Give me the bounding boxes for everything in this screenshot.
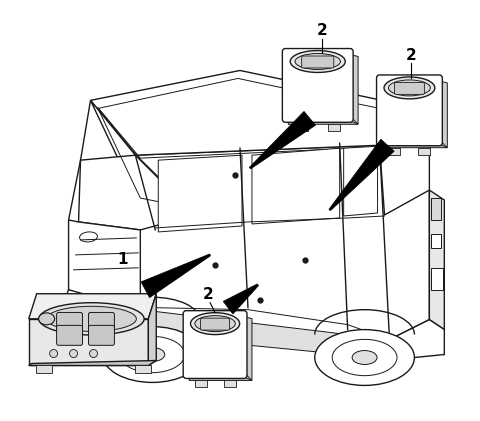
Ellipse shape bbox=[315, 330, 414, 385]
FancyBboxPatch shape bbox=[195, 381, 206, 387]
FancyBboxPatch shape bbox=[432, 234, 441, 248]
Polygon shape bbox=[29, 319, 148, 365]
Polygon shape bbox=[62, 290, 140, 330]
Text: 1: 1 bbox=[117, 252, 128, 267]
Ellipse shape bbox=[70, 349, 78, 357]
Polygon shape bbox=[223, 284, 259, 314]
Ellipse shape bbox=[49, 349, 58, 357]
FancyBboxPatch shape bbox=[301, 56, 334, 68]
FancyBboxPatch shape bbox=[201, 318, 229, 330]
Ellipse shape bbox=[39, 303, 144, 335]
Polygon shape bbox=[29, 294, 156, 319]
Polygon shape bbox=[69, 100, 135, 310]
Text: 2: 2 bbox=[316, 23, 327, 38]
Polygon shape bbox=[350, 54, 358, 124]
Text: 2: 2 bbox=[203, 287, 214, 302]
FancyBboxPatch shape bbox=[88, 312, 114, 333]
Ellipse shape bbox=[295, 53, 340, 69]
Ellipse shape bbox=[191, 313, 240, 335]
Ellipse shape bbox=[140, 348, 165, 362]
FancyBboxPatch shape bbox=[88, 325, 114, 345]
Polygon shape bbox=[252, 148, 340, 224]
FancyBboxPatch shape bbox=[432, 268, 444, 290]
Ellipse shape bbox=[39, 313, 55, 325]
Polygon shape bbox=[244, 317, 252, 381]
Polygon shape bbox=[189, 376, 252, 381]
Ellipse shape bbox=[195, 316, 235, 332]
Ellipse shape bbox=[102, 327, 202, 382]
FancyBboxPatch shape bbox=[419, 148, 431, 155]
Polygon shape bbox=[383, 143, 447, 148]
Polygon shape bbox=[141, 254, 211, 298]
Ellipse shape bbox=[352, 351, 377, 365]
FancyBboxPatch shape bbox=[296, 124, 308, 131]
Polygon shape bbox=[140, 310, 395, 360]
Polygon shape bbox=[439, 81, 447, 148]
FancyBboxPatch shape bbox=[224, 381, 236, 387]
Polygon shape bbox=[91, 100, 195, 215]
FancyBboxPatch shape bbox=[376, 75, 443, 146]
FancyBboxPatch shape bbox=[135, 365, 151, 373]
FancyBboxPatch shape bbox=[388, 148, 400, 155]
Polygon shape bbox=[158, 155, 242, 232]
Polygon shape bbox=[344, 146, 378, 216]
Polygon shape bbox=[91, 70, 430, 155]
Polygon shape bbox=[288, 119, 358, 124]
FancyBboxPatch shape bbox=[282, 48, 353, 122]
FancyBboxPatch shape bbox=[395, 83, 424, 94]
Polygon shape bbox=[148, 294, 156, 365]
Ellipse shape bbox=[384, 77, 435, 99]
Ellipse shape bbox=[47, 306, 136, 331]
Text: 2: 2 bbox=[406, 48, 417, 63]
Polygon shape bbox=[69, 220, 140, 310]
Polygon shape bbox=[249, 112, 315, 169]
Ellipse shape bbox=[89, 349, 97, 357]
FancyBboxPatch shape bbox=[432, 198, 441, 220]
FancyBboxPatch shape bbox=[57, 312, 83, 333]
FancyBboxPatch shape bbox=[57, 325, 83, 345]
Polygon shape bbox=[29, 360, 156, 365]
Polygon shape bbox=[380, 110, 430, 215]
FancyBboxPatch shape bbox=[36, 365, 52, 373]
Polygon shape bbox=[430, 190, 444, 330]
FancyBboxPatch shape bbox=[328, 124, 340, 131]
Ellipse shape bbox=[388, 80, 431, 96]
Ellipse shape bbox=[290, 51, 345, 72]
Polygon shape bbox=[329, 139, 394, 210]
FancyBboxPatch shape bbox=[183, 311, 247, 378]
Polygon shape bbox=[135, 145, 430, 344]
Polygon shape bbox=[79, 155, 195, 230]
Polygon shape bbox=[389, 320, 444, 360]
